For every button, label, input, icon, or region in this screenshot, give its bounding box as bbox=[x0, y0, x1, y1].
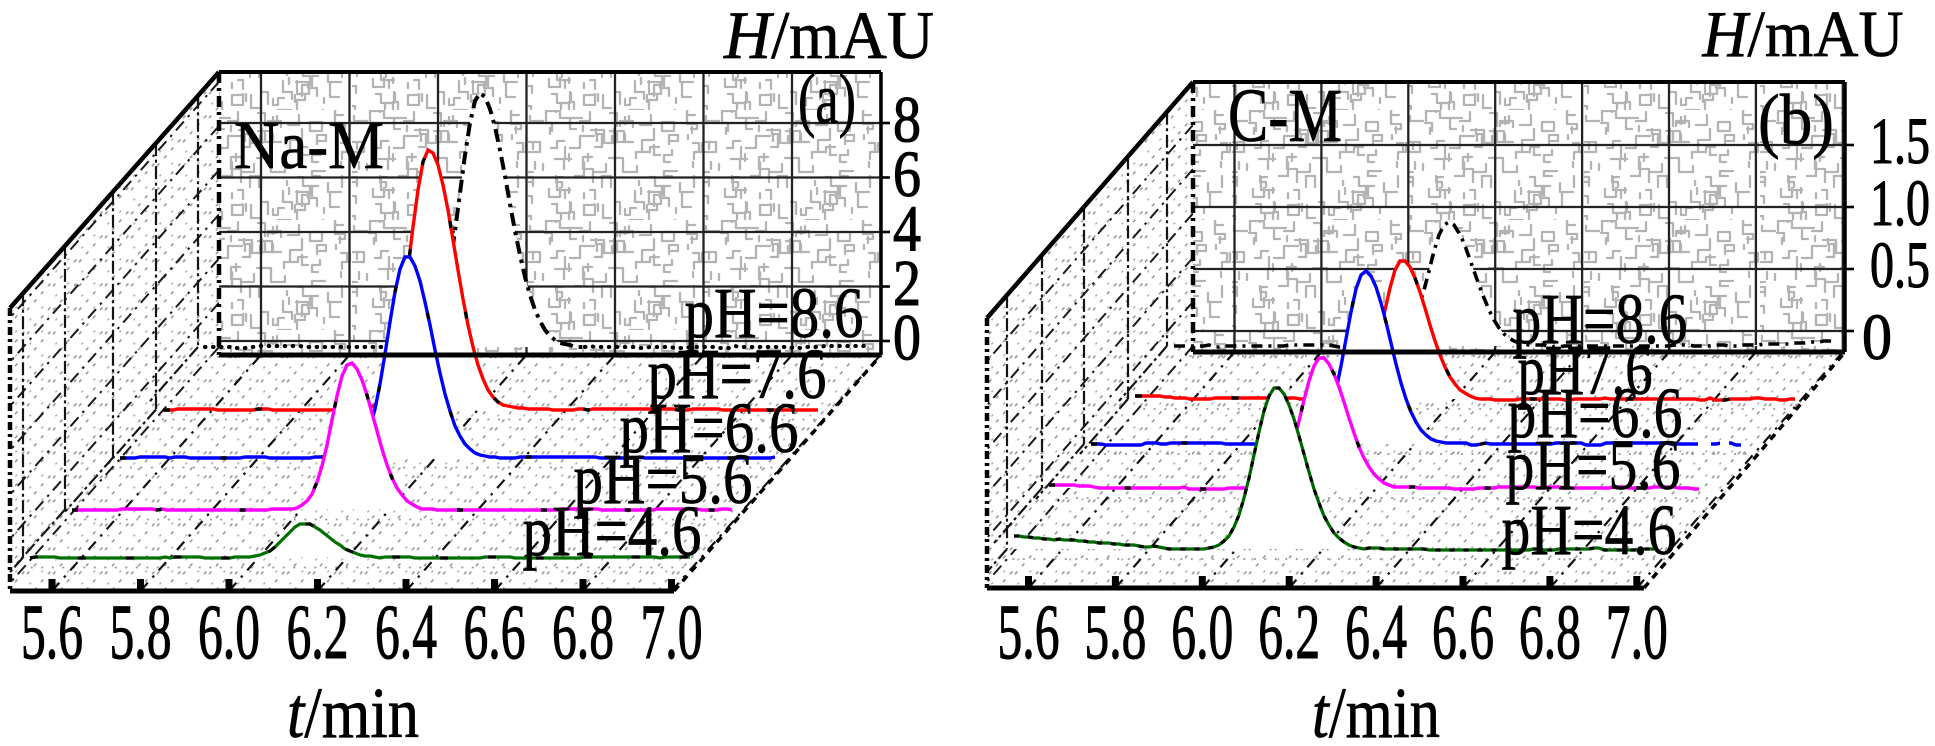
svg-text:8: 8 bbox=[893, 84, 921, 157]
svg-text:6.6: 6.6 bbox=[1432, 588, 1494, 675]
svg-text:pH=6.6: pH=6.6 bbox=[620, 388, 799, 468]
svg-text:0: 0 bbox=[893, 302, 921, 375]
svg-text:pH=6.6: pH=6.6 bbox=[1508, 373, 1683, 453]
svg-text:6.8: 6.8 bbox=[552, 588, 614, 675]
svg-text:pH7.6: pH7.6 bbox=[1518, 330, 1653, 410]
svg-text:6.8: 6.8 bbox=[1519, 588, 1581, 675]
svg-text:t/min: t/min bbox=[1312, 673, 1440, 746]
svg-text:5.6: 5.6 bbox=[21, 588, 83, 675]
svg-text:H/mAU: H/mAU bbox=[723, 0, 934, 73]
svg-text:5.8: 5.8 bbox=[110, 588, 172, 675]
svg-text:C-M: C-M bbox=[1228, 74, 1342, 158]
svg-text:6.0: 6.0 bbox=[198, 588, 260, 675]
svg-text:6.6: 6.6 bbox=[464, 588, 526, 675]
svg-text:pH=5.6: pH=5.6 bbox=[574, 439, 753, 519]
svg-text:5.6: 5.6 bbox=[998, 588, 1060, 675]
svg-text:6.2: 6.2 bbox=[1258, 588, 1320, 675]
svg-text:6.4: 6.4 bbox=[1345, 588, 1407, 675]
svg-text:(b): (b) bbox=[1758, 80, 1834, 160]
svg-text:pH=8.6: pH=8.6 bbox=[685, 273, 864, 353]
svg-text:7.0: 7.0 bbox=[1606, 588, 1668, 675]
svg-text:6.0: 6.0 bbox=[1171, 588, 1233, 675]
svg-text:pH=8.6: pH=8.6 bbox=[1513, 279, 1688, 359]
svg-text:0: 0 bbox=[1862, 301, 1892, 374]
svg-text:pH=7.6: pH=7.6 bbox=[648, 334, 827, 414]
svg-text:1.0: 1.0 bbox=[1870, 167, 1930, 240]
svg-text:6: 6 bbox=[893, 138, 921, 211]
svg-text:7.0: 7.0 bbox=[641, 588, 703, 675]
svg-text:1.5: 1.5 bbox=[1870, 105, 1930, 178]
svg-text:pH=4.6: pH=4.6 bbox=[1502, 490, 1677, 570]
svg-text:5.8: 5.8 bbox=[1084, 588, 1146, 675]
svg-text:pH=5.6: pH=5.6 bbox=[1506, 425, 1681, 505]
svg-text:2: 2 bbox=[893, 247, 921, 320]
svg-text:pH=4.6: pH=4.6 bbox=[523, 491, 702, 571]
svg-text:(a): (a) bbox=[798, 59, 856, 139]
svg-text:Na-M: Na-M bbox=[234, 107, 384, 183]
svg-text:t/min: t/min bbox=[287, 673, 419, 746]
svg-text:6.4: 6.4 bbox=[375, 588, 437, 675]
svg-text:6.2: 6.2 bbox=[287, 588, 349, 675]
svg-text:H/mAU: H/mAU bbox=[1702, 0, 1904, 71]
svg-text:4: 4 bbox=[893, 193, 921, 266]
svg-text:0.5: 0.5 bbox=[1870, 229, 1930, 302]
